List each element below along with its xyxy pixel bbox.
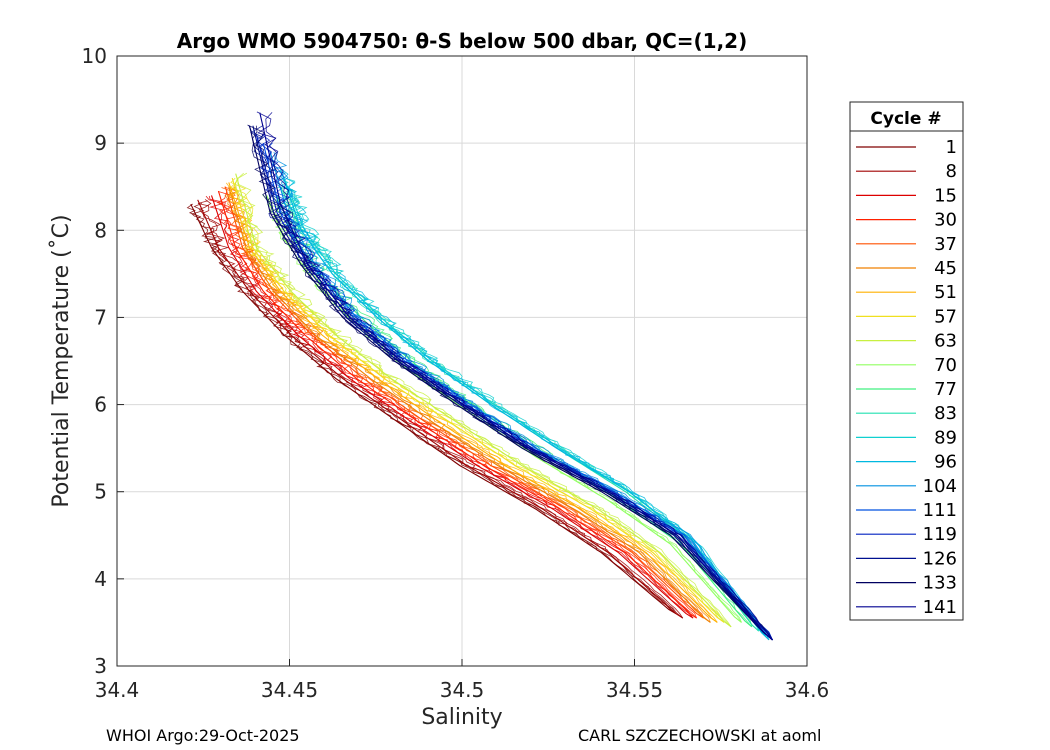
footer-right: CARL SZCZECHOWSKI at aoml: [578, 726, 821, 745]
x-tick-label: 34.55: [606, 678, 663, 702]
y-tick-label: 8: [94, 218, 107, 242]
series-line-cycle-96: [281, 169, 770, 641]
y-tick-label: 3: [94, 654, 107, 678]
legend-label-77: 77: [934, 379, 957, 400]
series-line-cycle-37: [221, 187, 704, 619]
y-tick-label: 4: [94, 567, 107, 591]
legend-label-119: 119: [923, 524, 957, 545]
legend-label-51: 51: [934, 282, 957, 303]
legend-label-141: 141: [923, 597, 957, 618]
y-axis-ticks: 3 4 5 6 7 8 9 10: [82, 44, 124, 678]
legend-label-126: 126: [923, 548, 957, 569]
series-line-cycle-63: [237, 172, 732, 628]
y-tick-label: 6: [94, 393, 107, 417]
chart-title: Argo WMO 5904750: θ-S below 500 dbar, QC…: [177, 29, 747, 53]
series-line-cycle-30: [217, 190, 697, 619]
series-line-cycle-141: [264, 112, 773, 641]
y-tick-label: 7: [94, 305, 107, 329]
legend-label-45: 45: [934, 258, 957, 279]
legend-label-104: 104: [923, 476, 957, 497]
x-axis-ticks: 34.4 34.45 34.5 34.55 34.6: [95, 659, 830, 702]
plot-area: 34.4 34.45 34.5 34.55 34.6 3 4 5 6 7 8 9 10: [82, 44, 830, 702]
series-line-cycle-96: [279, 169, 770, 641]
legend-label-30: 30: [934, 210, 957, 231]
series-line-cycle-51: [228, 182, 718, 623]
legend-entries: 1 8 15 30 37 45 51 57 63 70 77 83 89 96 104 111 119 126 13…: [856, 137, 957, 618]
legend-label-83: 83: [934, 403, 957, 424]
footer-left: WHOI Argo:29-Oct-2025: [106, 726, 300, 745]
legend-label-57: 57: [934, 306, 957, 327]
y-tick-label: 10: [82, 44, 107, 68]
series-line-cycle-8: [197, 200, 684, 619]
legend-label-37: 37: [934, 234, 957, 255]
legend: Cycle # 1 8 15 30 37 45 51 57 63 70 77 83 89 96 104 111…: [849, 101, 964, 621]
legend-label-8: 8: [946, 161, 957, 182]
series-line-cycle-83: [277, 187, 759, 632]
legend-label-111: 111: [923, 500, 957, 521]
legend-label-89: 89: [934, 427, 957, 448]
legend-label-70: 70: [934, 355, 957, 376]
series-line-cycle-37: [224, 186, 704, 619]
legend-label-63: 63: [934, 331, 957, 352]
series-line-cycle-1: [190, 203, 677, 615]
x-tick-label: 34.45: [261, 678, 318, 702]
y-tick-label: 9: [94, 131, 107, 155]
series-line-cycle-45: [226, 186, 711, 623]
legend-label-1: 1: [946, 137, 957, 158]
x-tick-label: 34.6: [785, 678, 830, 702]
series-line-cycle-133: [248, 125, 773, 641]
series-line-cycle-57: [230, 177, 725, 623]
series-line-cycle-30: [216, 190, 697, 619]
series-line-cycle-89: [286, 178, 766, 636]
legend-label-133: 133: [923, 573, 957, 594]
x-tick-label: 34.5: [440, 678, 485, 702]
y-tick-label: 5: [94, 480, 107, 504]
series-line-cycle-126: [248, 125, 773, 641]
series-line-cycle-104: [269, 151, 773, 641]
x-axis-label: Salinity: [421, 705, 502, 730]
series-line-cycle-1: [191, 203, 677, 614]
series-group: [186, 111, 773, 641]
x-tick-label: 34.4: [95, 678, 140, 702]
legend-label-96: 96: [934, 452, 957, 473]
legend-label-15: 15: [934, 185, 957, 206]
legend-title: Cycle #: [870, 109, 941, 129]
series-line-cycle-37: [224, 186, 704, 619]
series-line-cycle-96: [278, 169, 770, 641]
y-axis-label: Potential Temperature (˚C): [49, 214, 74, 507]
